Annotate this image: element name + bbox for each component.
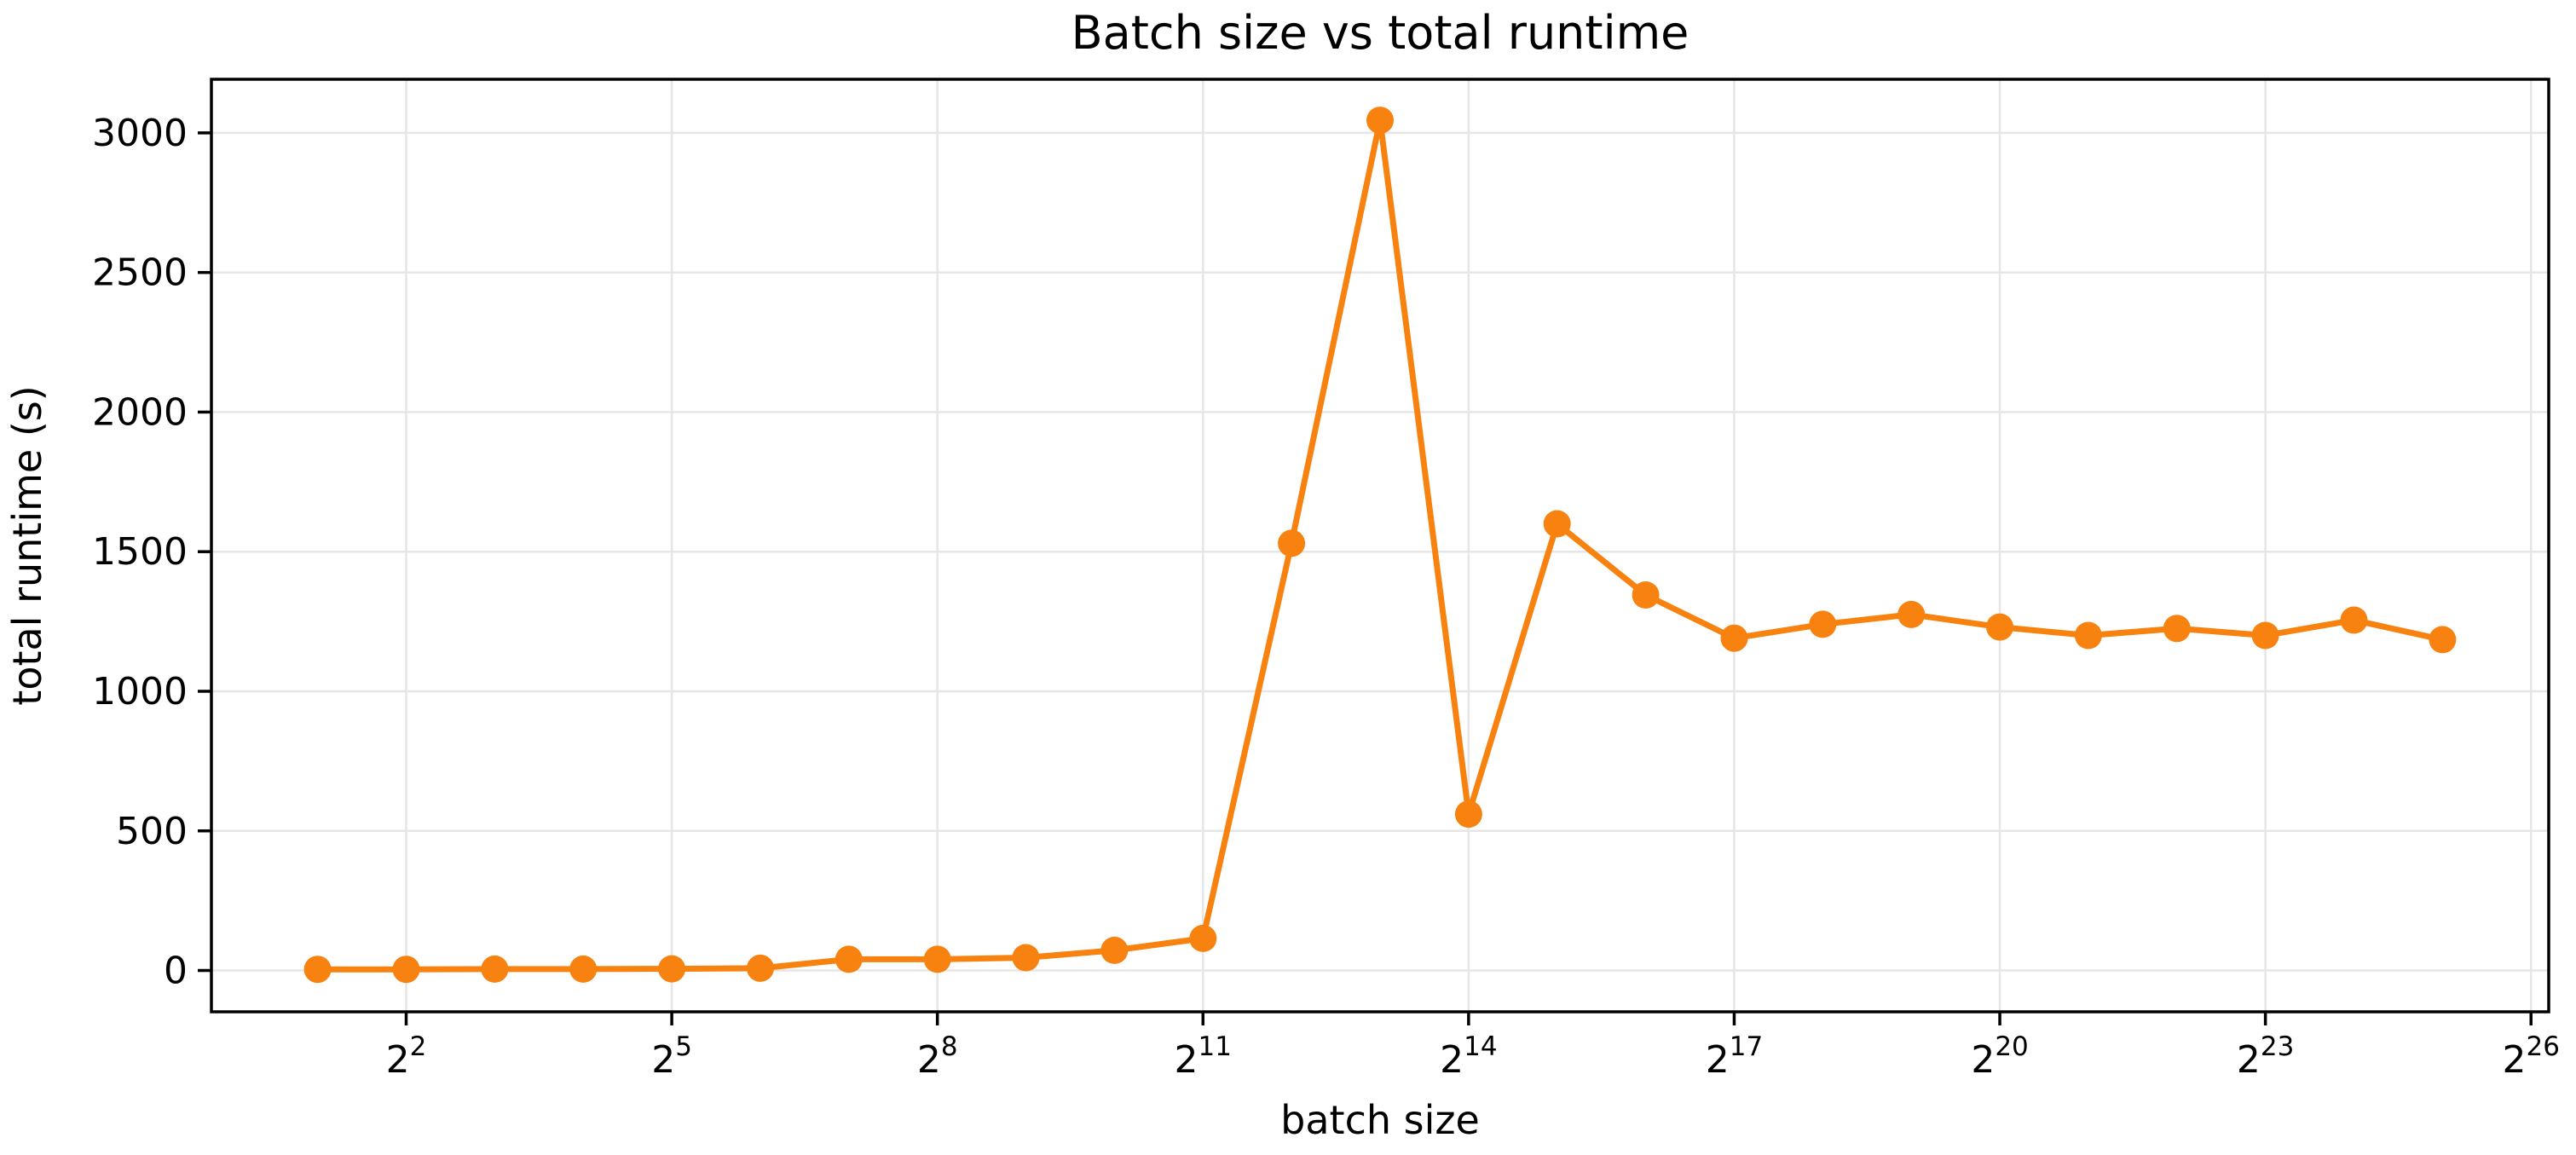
data-point xyxy=(835,945,863,973)
data-point xyxy=(1543,510,1571,538)
plot-border xyxy=(210,78,2550,1014)
x-tick-label: 217 xyxy=(1706,1031,1763,1082)
data-point xyxy=(1012,944,1040,972)
x-tick-label: 28 xyxy=(917,1031,958,1082)
series-layer xyxy=(303,107,2457,984)
data-point xyxy=(2251,621,2279,650)
data-point xyxy=(1897,600,1926,628)
series-line xyxy=(315,117,2446,973)
y-tick-label: 1500 xyxy=(92,530,188,574)
data-point xyxy=(569,955,598,983)
data-point xyxy=(2074,621,2102,650)
data-point xyxy=(303,956,332,984)
data-point xyxy=(1366,107,1394,135)
y-tick-label: 0 xyxy=(164,950,188,993)
x-tick-label: 25 xyxy=(651,1031,692,1082)
x-tick-label: 211 xyxy=(1175,1031,1232,1082)
x-tick-label: 22 xyxy=(386,1031,427,1082)
y-axis-label: total runtime (s) xyxy=(4,385,50,705)
data-point xyxy=(392,956,420,984)
data-point xyxy=(1632,581,1660,609)
data-point xyxy=(1809,610,1837,638)
x-tick-label: 214 xyxy=(1440,1031,1497,1082)
data-point xyxy=(2429,626,2457,654)
x-tick-label: 220 xyxy=(1971,1031,2028,1082)
data-point xyxy=(747,954,774,982)
y-tick-label: 2500 xyxy=(92,251,188,295)
tick-label-layer: 22 25 28 211 214 217 220 223 226 0 500 1000 1500 2000… xyxy=(92,112,2560,1082)
y-tick-label: 500 xyxy=(116,810,188,853)
data-point xyxy=(1986,613,2013,641)
data-point xyxy=(923,945,951,973)
data-point xyxy=(658,955,686,983)
data-point xyxy=(481,955,509,983)
data-point xyxy=(1100,936,1129,964)
chart-title: Batch size vs total runtime xyxy=(1071,6,1689,60)
axes-layer xyxy=(198,78,2550,1025)
y-tick-label: 1000 xyxy=(92,670,188,713)
data-point xyxy=(1189,924,1217,952)
data-point xyxy=(1454,800,1482,829)
x-tick-label: 226 xyxy=(2503,1031,2560,1082)
data-point xyxy=(1278,529,1306,557)
data-point xyxy=(1720,624,1748,652)
data-point xyxy=(2340,606,2368,634)
y-tick-label: 2000 xyxy=(92,390,188,434)
y-tick-label: 3000 xyxy=(92,112,188,155)
x-axis-label: batch size xyxy=(1280,1097,1480,1143)
data-point xyxy=(2163,615,2191,643)
x-tick-label: 223 xyxy=(2237,1031,2294,1082)
grid-layer xyxy=(211,79,2549,1012)
